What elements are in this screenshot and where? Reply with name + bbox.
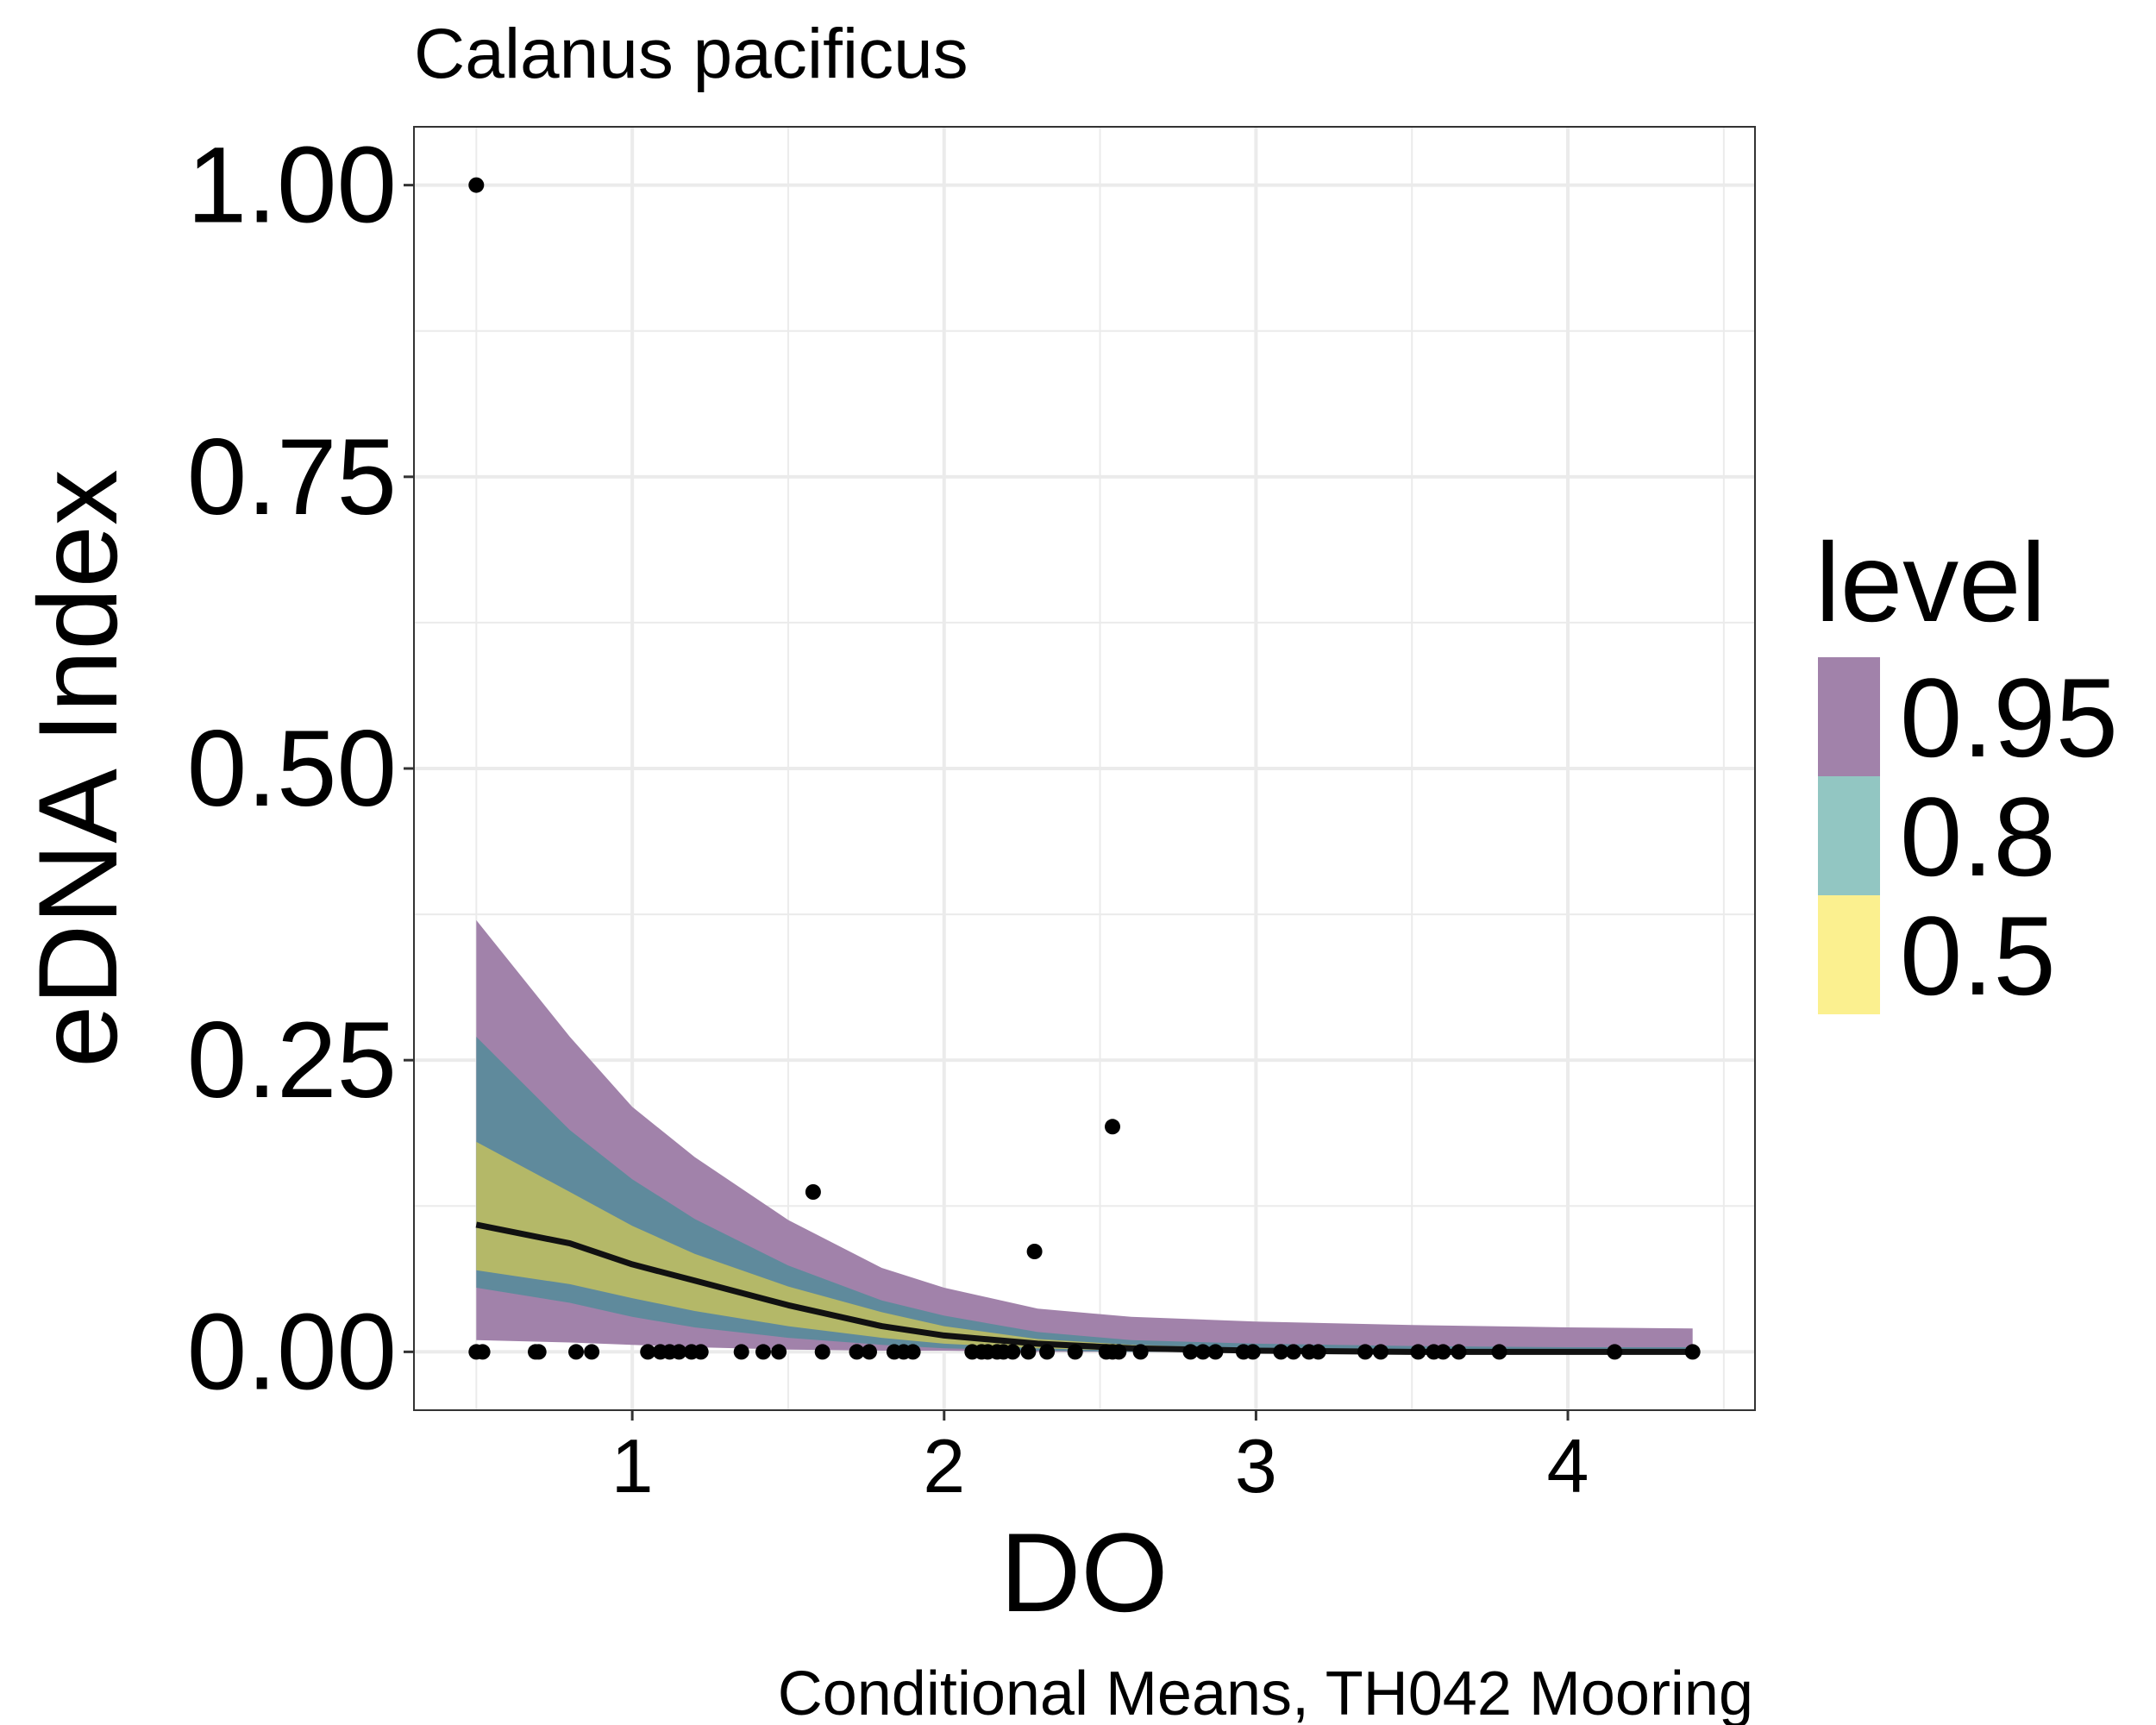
- data-point: [905, 1344, 921, 1360]
- data-point: [1285, 1344, 1301, 1360]
- data-point: [733, 1344, 749, 1360]
- data-point: [1244, 1344, 1261, 1360]
- data-point: [584, 1344, 600, 1360]
- data-point: [640, 1344, 656, 1360]
- data-point: [1111, 1344, 1127, 1360]
- data-point: [1310, 1344, 1326, 1360]
- x-axis: 1 2 3 4: [611, 1410, 1589, 1509]
- data-point: [568, 1344, 584, 1360]
- x-tick-label: 3: [1235, 1423, 1277, 1509]
- data-point: [1410, 1344, 1426, 1360]
- y-axis-label: eDNA Index: [15, 469, 141, 1068]
- data-point: [805, 1184, 821, 1200]
- ribbon-0-5: [476, 1141, 1693, 1352]
- data-point: [474, 1344, 491, 1360]
- data-point: [1684, 1344, 1701, 1360]
- data-point: [1207, 1344, 1224, 1360]
- data-point: [1132, 1344, 1149, 1360]
- legend-label: 0.8: [1900, 774, 2056, 900]
- data-point: [814, 1344, 830, 1360]
- y-tick-label: 0.25: [187, 1000, 397, 1120]
- chart-caption: Conditional Means, TH042 Mooring: [778, 1659, 1753, 1725]
- data-point: [530, 1344, 547, 1360]
- data-point: [1026, 1244, 1043, 1259]
- data-point: [1607, 1344, 1623, 1360]
- data-point: [1005, 1344, 1021, 1360]
- ribbon-0-95: [476, 919, 1693, 1352]
- x-tick-label: 4: [1547, 1423, 1589, 1509]
- y-axis: 0.00 0.25 0.50 0.75 1.00: [187, 126, 414, 1412]
- data-point: [468, 177, 485, 193]
- data-point: [771, 1344, 787, 1360]
- data-point: [1373, 1344, 1388, 1360]
- data-point: [671, 1344, 687, 1360]
- ribbon-0-8: [476, 1037, 1693, 1352]
- data-points: [468, 177, 1701, 1360]
- legend-label: 0.95: [1900, 655, 2118, 781]
- data-point: [1435, 1344, 1451, 1360]
- data-point: [1105, 1119, 1120, 1135]
- x-tick-label: 2: [923, 1423, 965, 1509]
- data-point: [1273, 1344, 1289, 1360]
- y-tick-label: 0.75: [187, 417, 397, 537]
- plot-panel: [413, 126, 1756, 1411]
- y-tick-label: 0.50: [187, 709, 397, 829]
- data-point: [693, 1344, 709, 1360]
- legend-key-0-95: [1818, 657, 1880, 776]
- legend-key-0-5: [1818, 895, 1880, 1014]
- data-point: [1067, 1344, 1083, 1360]
- data-point: [1182, 1344, 1199, 1360]
- y-tick-label: 0.00: [187, 1292, 397, 1412]
- data-point: [755, 1344, 771, 1360]
- chart-title: Calanus pacificus: [414, 15, 968, 93]
- data-point: [1451, 1344, 1467, 1360]
- y-tick-label: 1.00: [187, 126, 397, 246]
- confidence-ribbons: [476, 919, 1693, 1352]
- legend-label: 0.5: [1900, 893, 2056, 1019]
- data-point: [1020, 1344, 1037, 1360]
- legend: level 0.950.80.5: [1815, 519, 2118, 1019]
- x-tick-label: 1: [611, 1423, 654, 1509]
- data-point: [862, 1344, 877, 1360]
- x-axis-label: DO: [1000, 1509, 1169, 1635]
- data-point: [1039, 1344, 1056, 1360]
- legend-title: level: [1815, 519, 2046, 645]
- legend-key-0-8: [1818, 776, 1880, 895]
- data-point: [1357, 1344, 1373, 1360]
- data-point: [1491, 1344, 1507, 1360]
- data-point: [1194, 1344, 1211, 1360]
- data-point: [849, 1344, 865, 1360]
